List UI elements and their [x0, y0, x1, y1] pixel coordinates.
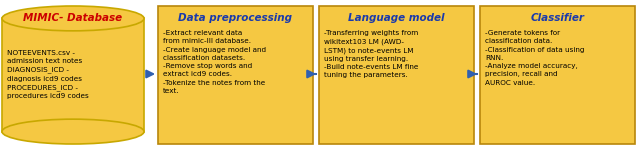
FancyBboxPatch shape: [480, 6, 635, 144]
Ellipse shape: [2, 6, 144, 31]
FancyBboxPatch shape: [2, 18, 144, 132]
Text: NOTEEVENTS.csv -
admission text notes
DIAGNOSIS_ICD -
diagnosis icd9 codes
PROCE: NOTEEVENTS.csv - admission text notes DI…: [7, 50, 89, 99]
Text: Language model: Language model: [348, 13, 445, 23]
Text: Classifier: Classifier: [531, 13, 584, 23]
Text: Data preprocessing: Data preprocessing: [179, 13, 292, 23]
FancyBboxPatch shape: [158, 6, 313, 144]
FancyBboxPatch shape: [319, 6, 474, 144]
Ellipse shape: [2, 119, 144, 144]
Text: -Generate tokens for
classification data.
-Classification of data using
RNN.
-An: -Generate tokens for classification data…: [485, 30, 584, 86]
Text: -Transferring weights from
wikitext103 LM (AWD-
LSTM) to note-events LM
using tr: -Transferring weights from wikitext103 L…: [324, 30, 419, 78]
Text: MIMIC- Database: MIMIC- Database: [24, 13, 123, 23]
Text: -Extract relevant data
from mimic-III database.
-Create language model and
class: -Extract relevant data from mimic-III da…: [163, 30, 266, 94]
